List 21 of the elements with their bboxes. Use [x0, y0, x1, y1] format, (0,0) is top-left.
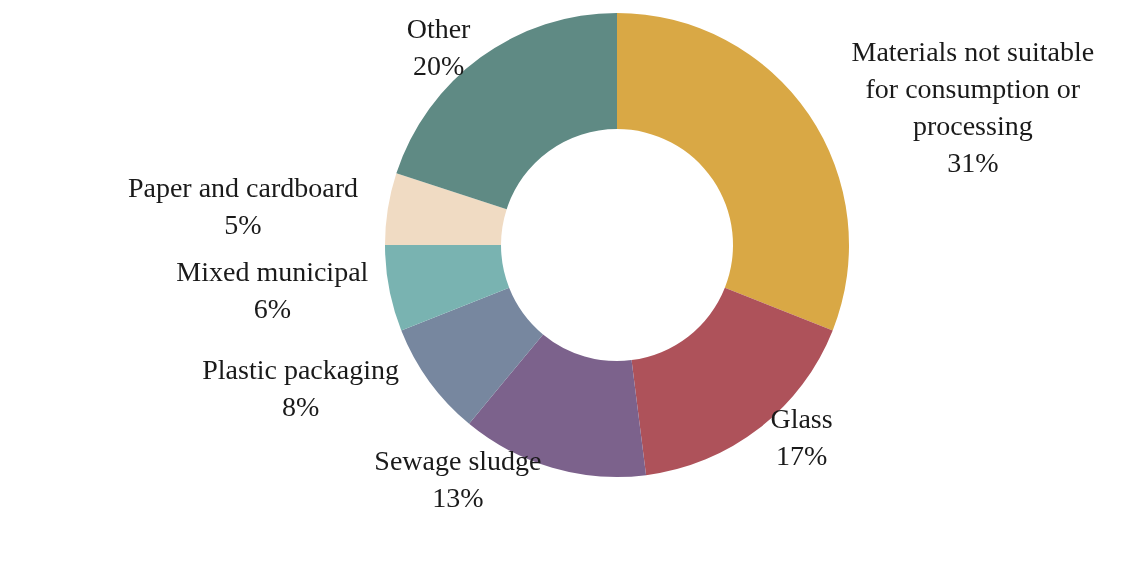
- slice-label: Mixed municipal: [176, 256, 369, 288]
- donut-slice: [385, 173, 507, 245]
- donut-slice: [396, 13, 617, 210]
- slice-label: Materials not suitable for consumption or processing: [851, 36, 1095, 142]
- donut-slice: [401, 287, 544, 424]
- data-label: 13%: [432, 481, 484, 513]
- slice-label: Plastic packaging: [202, 353, 399, 385]
- data-label: 17%: [775, 440, 828, 472]
- data-label: 8%: [281, 390, 320, 422]
- data-label: 31%: [947, 147, 999, 179]
- data-label: 6%: [253, 293, 291, 325]
- slice-label: Other: [406, 13, 472, 45]
- donut-slice: [631, 287, 833, 476]
- donut-slice: [617, 13, 849, 331]
- data-label: 5%: [224, 209, 262, 241]
- donut-slice: [385, 245, 510, 331]
- slice-label: Sewage sludge: [374, 444, 542, 476]
- slice-label: Glass: [770, 403, 833, 435]
- data-label: 20%: [412, 50, 465, 82]
- donut-slice: [469, 334, 647, 477]
- slice-label: Paper and cardboard: [127, 172, 359, 204]
